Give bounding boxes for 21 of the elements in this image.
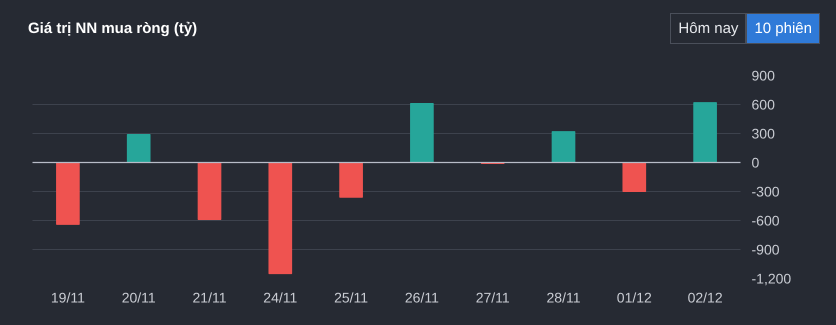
x-tick-label: 19/11: [50, 290, 86, 306]
chart-title: Giá trị NN mua ròng (tỷ): [28, 18, 198, 39]
x-tick-label: 25/11: [334, 290, 368, 306]
x-tick-label: 26/11: [404, 290, 440, 306]
y-tick-label: 300: [752, 126, 776, 142]
y-tick-label: -600: [752, 212, 780, 228]
text: 10 phiên: [746, 12, 820, 44]
y-tick-label: 0: [752, 154, 760, 170]
x-tick-label: 28/11: [546, 290, 581, 306]
x-tick-label: 20/11: [122, 290, 156, 306]
y-tick-label: -300: [752, 184, 780, 200]
y-tick-label: 600: [752, 96, 776, 112]
y-tick-label: -1,200: [752, 270, 792, 286]
x-tick-label: 21/11: [192, 290, 227, 306]
x-tick-label: 27/11: [476, 290, 510, 306]
x-tick-label: 24/11: [263, 290, 298, 306]
text: Hôm nay: [670, 12, 746, 44]
y-tick-label: -900: [752, 242, 780, 258]
x-tick-label: 02/12: [688, 290, 723, 306]
x-tick-label: 01/12: [616, 290, 652, 306]
y-tick-label: 900: [752, 68, 776, 84]
